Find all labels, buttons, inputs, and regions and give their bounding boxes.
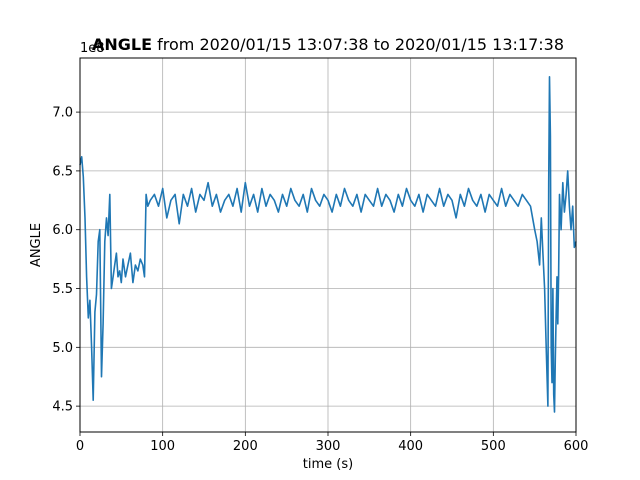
chart-title-bold: ANGLE bbox=[92, 35, 152, 54]
chart-title: ANGLE from 2020/01/15 13:07:38 to 2020/0… bbox=[92, 35, 564, 54]
x-tick-label: 500 bbox=[481, 439, 506, 454]
grid-lines bbox=[79, 58, 577, 432]
y-tick-label: 6.0 bbox=[52, 223, 73, 238]
y-tick-label: 7.0 bbox=[52, 106, 73, 121]
x-tick-label: 0 bbox=[76, 439, 84, 454]
x-tick-label: 200 bbox=[233, 439, 258, 454]
y-offset-label: 1e8 bbox=[80, 41, 105, 56]
y-axis: 4.5 5.0 5.5 6.0 6.5 7.0 bbox=[52, 106, 80, 415]
y-tick-label: 5.0 bbox=[52, 341, 73, 356]
angle-series-line bbox=[79, 76, 577, 413]
x-tick-label: 400 bbox=[398, 439, 423, 454]
x-axis: 0 100 200 300 400 500 600 bbox=[76, 432, 589, 454]
x-axis-label: time (s) bbox=[303, 457, 353, 472]
x-tick-label: 300 bbox=[316, 439, 341, 454]
y-tick-label: 5.5 bbox=[52, 282, 73, 297]
y-tick-label: 6.5 bbox=[52, 164, 73, 179]
series-layer bbox=[79, 76, 577, 413]
y-tick-label: 4.5 bbox=[52, 400, 73, 415]
x-tick-label: 100 bbox=[150, 439, 175, 454]
chart-title-rest: from 2020/01/15 13:07:38 to 2020/01/15 1… bbox=[152, 35, 564, 54]
y-axis-label: ANGLE bbox=[29, 223, 44, 267]
x-tick-label: 600 bbox=[564, 439, 589, 454]
